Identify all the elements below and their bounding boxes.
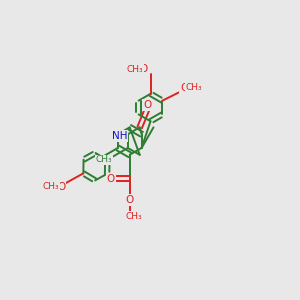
Text: O: O xyxy=(57,182,65,192)
Text: CH₃: CH₃ xyxy=(126,212,142,221)
Text: CH₃: CH₃ xyxy=(43,182,59,191)
Text: NH: NH xyxy=(112,131,127,141)
Text: CH₃: CH₃ xyxy=(186,83,202,92)
Text: O: O xyxy=(107,174,115,184)
Text: CH₃: CH₃ xyxy=(96,155,112,164)
Text: O: O xyxy=(140,64,148,74)
Text: O: O xyxy=(180,83,188,93)
Text: O: O xyxy=(126,195,134,205)
Text: O: O xyxy=(143,100,152,110)
Text: CH₃: CH₃ xyxy=(127,64,143,74)
